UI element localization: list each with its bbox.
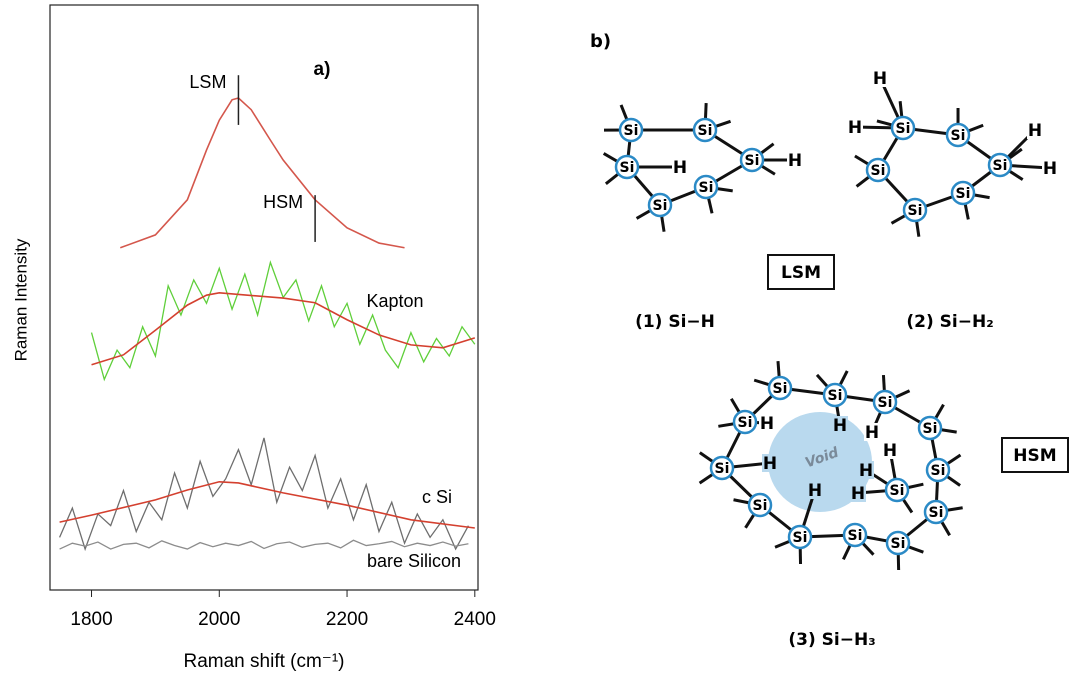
si-label: Si [745, 153, 760, 169]
si-label: Si [773, 381, 788, 397]
series-line [60, 438, 469, 549]
si-label: Si [793, 530, 808, 546]
series-label: bare Silicon [367, 551, 461, 571]
si-label: Si [929, 505, 944, 521]
series-line [92, 262, 475, 379]
si-label: Si [848, 528, 863, 544]
si-label: Si [993, 158, 1008, 174]
h-label: H [763, 454, 777, 474]
x-tick-label: 1800 [70, 609, 112, 630]
si-label: Si [753, 498, 768, 514]
caption: (1) Si−H [635, 312, 715, 332]
x-axis-label: Raman shift (cm⁻¹) [184, 651, 345, 672]
si-label: Si [738, 415, 753, 431]
h-label: H [833, 416, 847, 436]
h-label: H [865, 423, 879, 443]
si-label: Si [624, 123, 639, 139]
annotation-label: HSM [263, 192, 303, 212]
h-label: H [1043, 159, 1057, 179]
si-label: Si [931, 463, 946, 479]
series-line [60, 540, 469, 549]
caption: (2) Si−H₂ [906, 312, 993, 332]
si-label: Si [828, 388, 843, 404]
h-label: H [883, 441, 897, 461]
x-tick-label: 2200 [326, 609, 368, 630]
h-label: H [873, 69, 887, 89]
si-label: Si [715, 461, 730, 477]
x-tick-label: 2400 [454, 609, 496, 630]
y-axis-label: Raman Intensity [11, 238, 30, 361]
series-line [60, 482, 475, 528]
si-label: Si [620, 160, 635, 176]
si-label: Si [908, 203, 923, 219]
h-label: H [788, 151, 802, 171]
series-label: c Si [422, 487, 452, 507]
panel-label: b) [590, 31, 611, 52]
si-label: Si [923, 421, 938, 437]
si-label: Si [699, 180, 714, 196]
si-label: Si [878, 395, 893, 411]
h-label: H [1028, 121, 1042, 141]
lsm-label: LSM [781, 263, 821, 283]
x-tick-label: 2000 [198, 609, 240, 630]
si-label: Si [653, 198, 668, 214]
si-label: Si [890, 483, 905, 499]
h-label: H [808, 481, 822, 501]
h-label: H [673, 158, 687, 178]
si-label: Si [896, 121, 911, 137]
h-label: H [848, 118, 862, 138]
h-label: H [760, 414, 774, 434]
si-label: Si [698, 123, 713, 139]
panel-label: a) [314, 59, 331, 80]
si-label: Si [871, 163, 886, 179]
hsm-label: HSM [1013, 446, 1056, 466]
si-label: Si [891, 536, 906, 552]
series-line [120, 98, 404, 248]
si-label: Si [956, 186, 971, 202]
annotation-label: LSM [189, 72, 226, 92]
h-label: H [851, 484, 865, 504]
series-label: Kapton [366, 291, 423, 311]
h-label: H [859, 461, 873, 481]
caption: (3) Si−H₃ [788, 630, 875, 650]
si-label: Si [951, 128, 966, 144]
